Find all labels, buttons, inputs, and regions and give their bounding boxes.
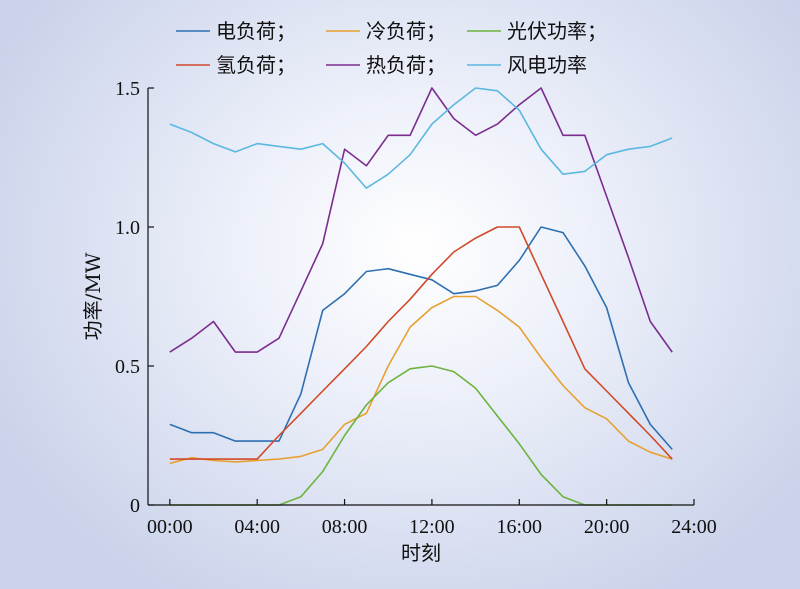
series-line-1 bbox=[169, 226, 673, 450]
x-tick-label: 24:00 bbox=[671, 516, 717, 538]
x-tick-label: 12:00 bbox=[409, 516, 455, 538]
legend-label-4: 氢负荷； bbox=[216, 53, 296, 77]
series-line-3 bbox=[169, 365, 673, 506]
y-axis-title: 功率/MW bbox=[81, 252, 105, 340]
series-line-6 bbox=[169, 87, 673, 189]
series-line-5 bbox=[169, 87, 673, 353]
legend-label-3: 光伏功率； bbox=[507, 19, 607, 43]
x-axis-title: 时刻 bbox=[401, 541, 441, 565]
y-tick-label: 0 bbox=[130, 495, 140, 517]
x-tick-label: 20:00 bbox=[584, 516, 630, 538]
y-tick-label: 1.5 bbox=[115, 78, 140, 100]
x-tick-label: 16:00 bbox=[496, 516, 542, 538]
x-tick-label: 00:00 bbox=[147, 516, 193, 538]
chart-axes: 00:00 04:00 08:00 12:00 16:00 20:00 24:00 0 0.5 1… bbox=[115, 78, 717, 538]
legend-label-1: 电负荷； bbox=[216, 19, 296, 43]
legend-label-2: 冷负荷； bbox=[366, 19, 446, 43]
y-tick-label: 1.0 bbox=[115, 217, 140, 239]
series-line-2 bbox=[169, 295, 673, 465]
legend-label-6: 风电功率 bbox=[507, 53, 587, 77]
x-tick-label: 08:00 bbox=[322, 516, 368, 538]
chart-legend: 电负荷； 冷负荷； 光伏功率； 氢负荷； 热负荷； 风电功率 bbox=[176, 19, 607, 77]
series-layer bbox=[169, 87, 673, 506]
series-line-4 bbox=[169, 226, 673, 460]
x-tick-label: 04:00 bbox=[234, 516, 280, 538]
y-tick-label: 0.5 bbox=[115, 356, 140, 378]
legend-label-5: 热负荷； bbox=[366, 53, 446, 77]
